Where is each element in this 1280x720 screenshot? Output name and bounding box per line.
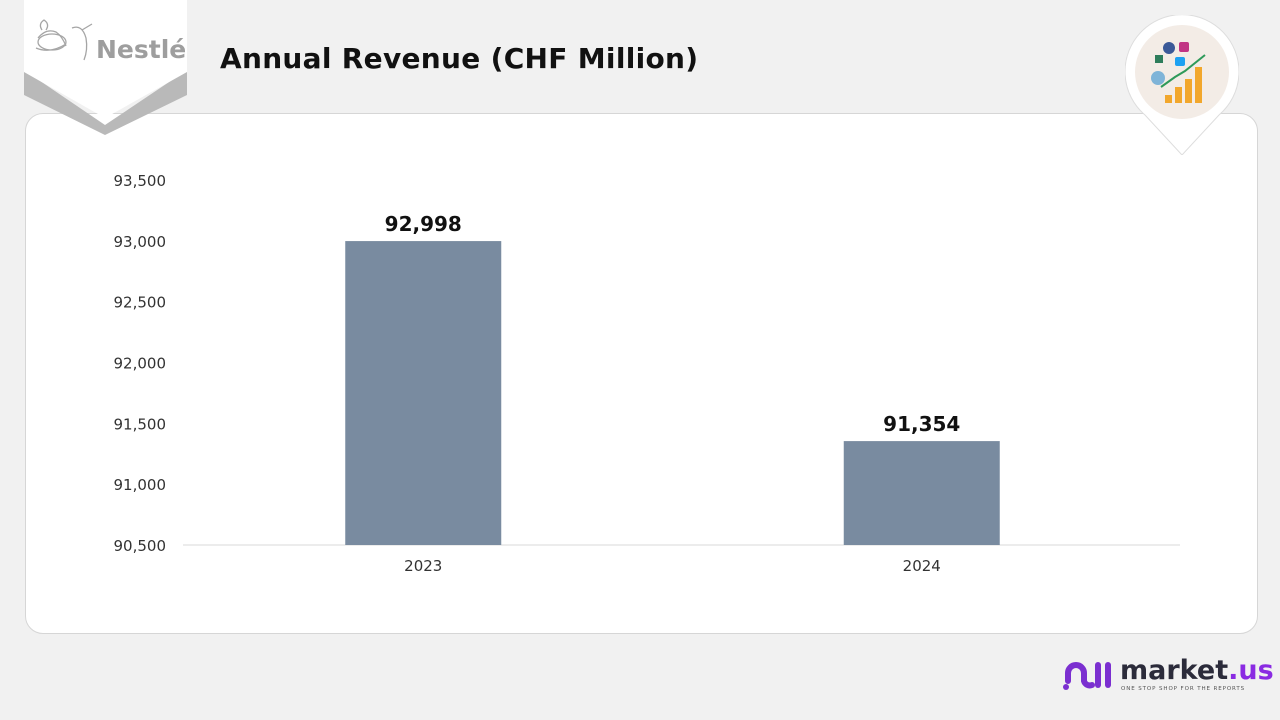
bar-2023 [345,241,502,545]
y-tick-label: 92,500 [114,294,167,312]
brand-suffix: .us [1228,655,1274,686]
market-us-icon [1063,662,1111,690]
x-tick-label: 2023 [404,557,442,575]
svg-text:Nestlé: Nestlé [96,35,186,64]
nestle-logo-tab: Nestlé [24,0,187,135]
brand-tagline: ONE STOP SHOP FOR THE REPORTS [1121,686,1246,692]
x-tick-label: 2024 [903,557,941,575]
y-tick-label: 90,500 [114,537,167,555]
brand-name: market [1120,655,1229,686]
data-label: 92,998 [385,212,462,236]
page-title: Annual Revenue (CHF Million) [220,42,699,75]
y-tick-label: 93,500 [114,172,167,190]
data-label: 91,354 [883,412,960,436]
nestle-logo: Nestlé [35,19,186,64]
y-tick-label: 93,000 [114,233,167,251]
y-tick-label: 92,000 [114,355,167,373]
market-us-logo: market.us ONE STOP SHOP FOR THE REPORTS [1062,655,1274,697]
social-media-growth-icon [1125,15,1239,155]
chart-card [25,113,1258,634]
bar-2024 [843,441,1000,545]
y-tick-label: 91,500 [114,415,167,433]
y-tick-label: 91,000 [114,476,167,494]
